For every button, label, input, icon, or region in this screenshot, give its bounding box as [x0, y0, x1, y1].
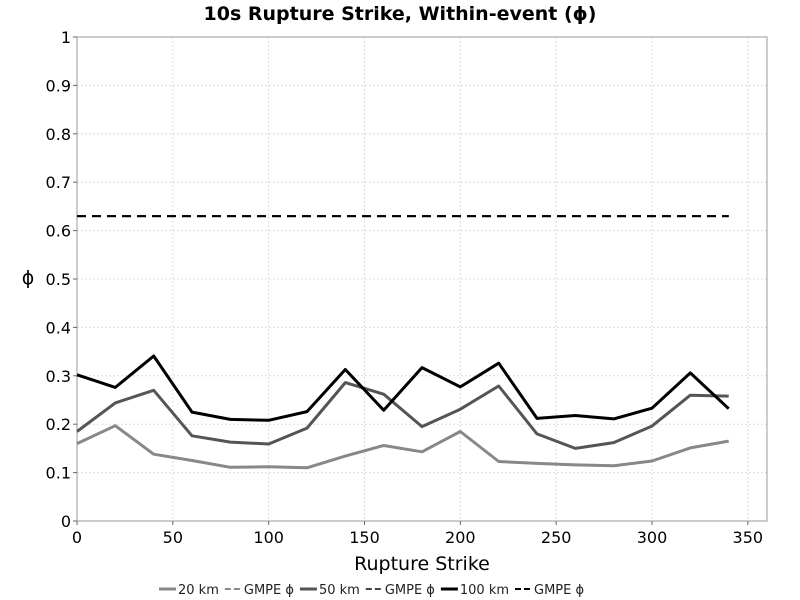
chart-title: 10s Rupture Strike, Within-event (ϕ): [204, 3, 597, 25]
series-line-2: [76, 381, 729, 450]
y-tick-label: 0.3: [46, 367, 71, 386]
series-line-4: [76, 354, 730, 422]
legend-label-2: 50 km: [319, 583, 360, 598]
y-axis-ticks: 0 0.1 0.2 0.3 0.4 0.5 0.6 0.7 0.8 0.9 1: [46, 28, 77, 531]
y-tick-label: 0: [61, 512, 71, 531]
x-tick-label: 100: [253, 528, 284, 547]
y-tick-label: 0.5: [46, 270, 71, 289]
legend-label-4: 100 km: [460, 583, 509, 598]
x-tick-label: 350: [733, 528, 764, 547]
grid: [77, 37, 767, 521]
series-layer: [76, 215, 730, 470]
x-tick-label: 200: [445, 528, 476, 547]
y-axis-label: ϕ: [22, 267, 35, 289]
legend-label-0: 20 km: [178, 583, 219, 598]
legend-label-3: GMPE ϕ: [385, 583, 435, 598]
y-tick-label: 0.4: [46, 318, 71, 337]
y-tick-label: 0.9: [46, 76, 71, 95]
x-tick-label: 0: [72, 528, 82, 547]
x-axis-label: Rupture Strike: [354, 553, 490, 575]
y-tick-label: 0.2: [46, 415, 71, 434]
legend-label-5: GMPE ϕ: [534, 583, 584, 598]
y-tick-label: 1: [61, 28, 71, 47]
x-tick-label: 150: [349, 528, 380, 547]
y-tick-label: 0.8: [46, 125, 71, 144]
y-tick-label: 0.6: [46, 222, 71, 241]
x-axis-ticks: 0 50 100 150 200 250 300 350: [72, 521, 763, 547]
legend: 20 km GMPE ϕ 50 km GMPE ϕ 100 km GMPE ϕ: [159, 583, 584, 598]
series-line-0: [76, 424, 729, 470]
x-tick-label: 250: [541, 528, 572, 547]
y-tick-label: 0.1: [46, 464, 71, 483]
y-tick-label: 0.7: [46, 173, 71, 192]
legend-label-1: GMPE ϕ: [244, 583, 294, 598]
x-tick-label: 300: [637, 528, 668, 547]
x-tick-label: 50: [163, 528, 183, 547]
